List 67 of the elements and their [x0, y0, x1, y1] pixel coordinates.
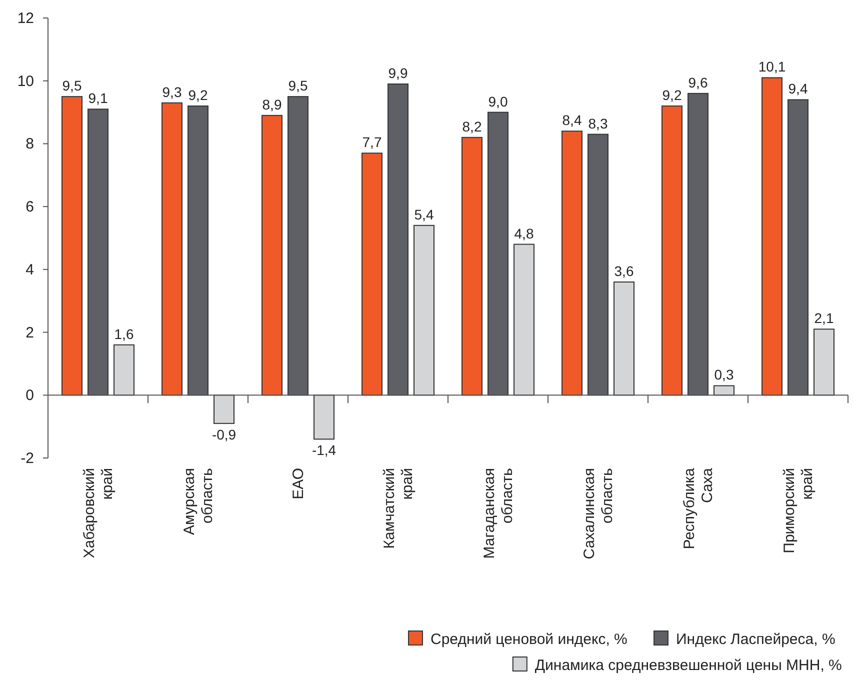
data-label: 9,1	[88, 90, 108, 106]
data-label: 10,1	[758, 58, 786, 75]
data-label: 1,6	[114, 326, 134, 342]
data-label: -0,9	[212, 426, 236, 442]
data-label: -1,4	[312, 442, 336, 458]
y-tick-label: 10	[17, 72, 34, 90]
x-tick-label: Сахалинская область	[581, 468, 616, 560]
data-label: 9,2	[188, 87, 208, 103]
bar	[614, 282, 634, 396]
data-label: 9,4	[788, 80, 808, 97]
data-label: 8,3	[588, 115, 608, 132]
bar	[714, 385, 734, 396]
data-label: 9,5	[62, 78, 82, 94]
data-label: 9,3	[162, 84, 182, 100]
data-label: 5,4	[414, 206, 434, 222]
legend-label: Средний ценовой индекс, %	[430, 631, 628, 648]
data-label: 8,4	[562, 112, 582, 128]
data-label: 9,0	[488, 93, 508, 110]
y-tick-label: 0	[26, 387, 34, 404]
y-tick-label: 12	[17, 10, 34, 27]
bar	[688, 92, 708, 396]
bar	[514, 244, 534, 396]
bar	[588, 134, 608, 396]
bar	[262, 114, 282, 396]
data-label: 4,8	[514, 225, 534, 242]
bar	[662, 106, 682, 396]
data-label: 0,3	[714, 366, 734, 383]
data-label: 2,1	[814, 310, 834, 326]
data-label: 7,7	[362, 134, 382, 150]
data-label: 9,9	[388, 65, 408, 81]
data-label: 9,6	[688, 74, 708, 90]
bar	[88, 108, 108, 396]
x-tick-label: Приморский край	[781, 468, 816, 554]
y-tick-label: 2	[26, 324, 34, 342]
bar	[114, 344, 134, 396]
x-tick-label: Камчатский край	[381, 468, 416, 549]
x-tick-label: Хабаровский край	[81, 468, 116, 558]
data-label: 8,2	[462, 118, 482, 134]
data-label: 9,5	[288, 78, 308, 94]
x-tick-label: Амурская область	[181, 468, 216, 536]
bar	[414, 224, 434, 396]
bar	[188, 106, 208, 396]
x-tick-label: Республика Саха	[681, 467, 716, 550]
y-tick-label: 6	[26, 198, 34, 216]
legend-label: Динамика средневзвешенной цены МНН, %	[534, 657, 842, 674]
bar	[462, 136, 482, 396]
data-label: 3,6	[614, 263, 634, 279]
y-tick-label: -2	[20, 450, 34, 467]
bar	[288, 96, 308, 396]
bar	[814, 328, 834, 396]
y-tick-label: 8	[26, 136, 34, 153]
bar	[362, 152, 382, 396]
bar	[762, 77, 782, 396]
bar	[788, 99, 808, 396]
bar	[162, 102, 182, 396]
data-label: 8,9	[262, 96, 282, 112]
x-tick-label: Магаданская область	[481, 468, 516, 559]
x-tick-label: ЕАО	[290, 468, 307, 500]
bar	[388, 84, 408, 396]
bar	[214, 394, 234, 424]
data-label: 9,2	[662, 87, 682, 103]
bar	[562, 130, 582, 396]
bar	[488, 112, 508, 396]
legend-label: Индекс Ласпейреса, %	[676, 631, 836, 648]
y-tick-label: 4	[26, 261, 34, 278]
bar	[314, 394, 334, 440]
bar	[62, 96, 82, 396]
